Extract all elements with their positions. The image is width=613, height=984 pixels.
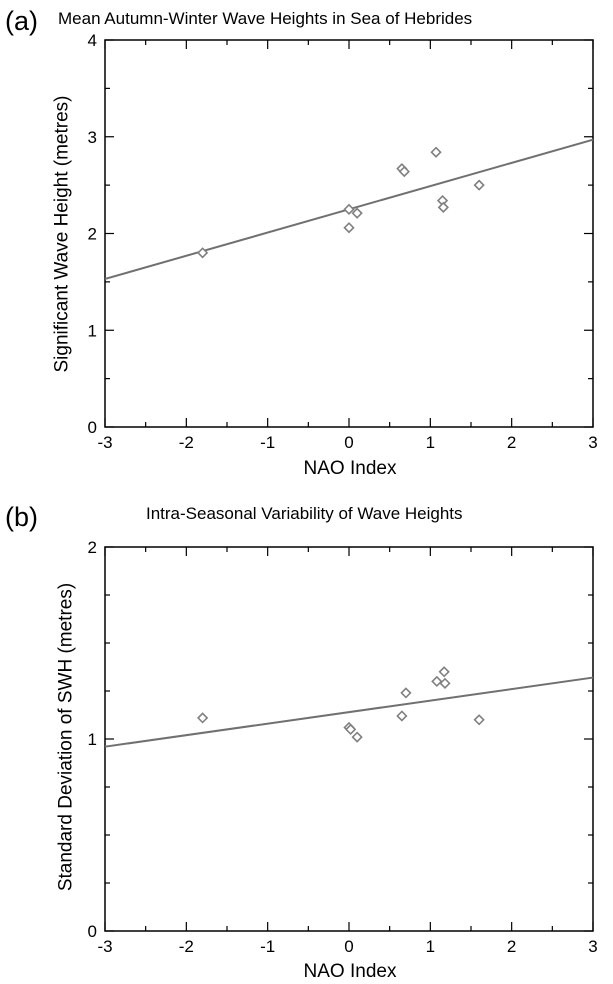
x-tick-label: -3 (97, 937, 112, 956)
data-point (351, 731, 363, 743)
x-tick-label: -2 (179, 937, 194, 956)
y-axis-label: Standard Deviation of SWH (metres) (55, 582, 77, 892)
y-tick-label: 2 (88, 538, 97, 557)
panel-label: (a) (5, 6, 38, 36)
x-tick-label: 3 (588, 937, 597, 956)
data-point (473, 714, 485, 726)
x-tick-label: 1 (426, 937, 435, 956)
y-tick-label: 1 (88, 730, 97, 749)
y-tick-label: 0 (88, 418, 97, 437)
data-point (473, 179, 485, 191)
x-tick-label: 2 (507, 433, 516, 452)
y-tick-label: 0 (88, 922, 97, 941)
data-point (398, 165, 410, 178)
data-point (431, 675, 443, 688)
chart-panel-b: (b) Intra-Seasonal Variability of Wave H… (0, 492, 613, 984)
y-tick-label: 4 (88, 31, 97, 50)
x-tick-label: 1 (426, 433, 435, 452)
y-tick-label: 3 (88, 128, 97, 147)
data-point (196, 247, 209, 259)
y-tick-label: 2 (88, 225, 97, 244)
data-point (343, 222, 355, 234)
chart-title: Intra-Seasonal Variability of Wave Heigh… (146, 504, 463, 523)
chart-title: Mean Autumn-Winter Wave Heights in Sea o… (58, 9, 473, 28)
x-tick-label: 2 (507, 937, 516, 956)
trend-line (104, 676, 594, 748)
x-tick-label: 0 (344, 937, 353, 956)
x-tick-label: 3 (588, 433, 597, 452)
data-point (437, 201, 449, 214)
data-point (344, 723, 357, 736)
data-point (396, 710, 408, 722)
x-tick-label: -2 (179, 433, 194, 452)
plot-area: -3 -2 -1 0 1 2 3 0 1 2 (88, 538, 598, 956)
y-axis-label: Significant Wave Height (metres) (51, 95, 73, 373)
plot-frame (104, 39, 594, 428)
y-tick-label: 1 (88, 321, 97, 340)
data-point (351, 207, 363, 219)
chart-panel-a: (a) Mean Autumn-Winter Wave Heights in S… (5, 6, 598, 479)
data-point (196, 712, 209, 724)
data-point (439, 677, 451, 689)
x-tick-label: -1 (260, 433, 275, 452)
x-tick-label: -1 (260, 937, 275, 956)
x-axis-label: NAO Index (303, 961, 397, 982)
plot-area: -3 -2 -1 0 1 2 3 0 1 2 3 4 (88, 31, 598, 452)
data-point (400, 687, 412, 699)
data-point (343, 203, 355, 215)
x-axis-label: NAO Index (303, 458, 397, 479)
x-tick-label: -3 (97, 433, 112, 452)
panel-label: (b) (5, 502, 38, 532)
data-point (438, 666, 450, 678)
data-point (430, 146, 442, 158)
plot-frame (104, 546, 594, 932)
x-tick-label: 0 (344, 433, 353, 452)
